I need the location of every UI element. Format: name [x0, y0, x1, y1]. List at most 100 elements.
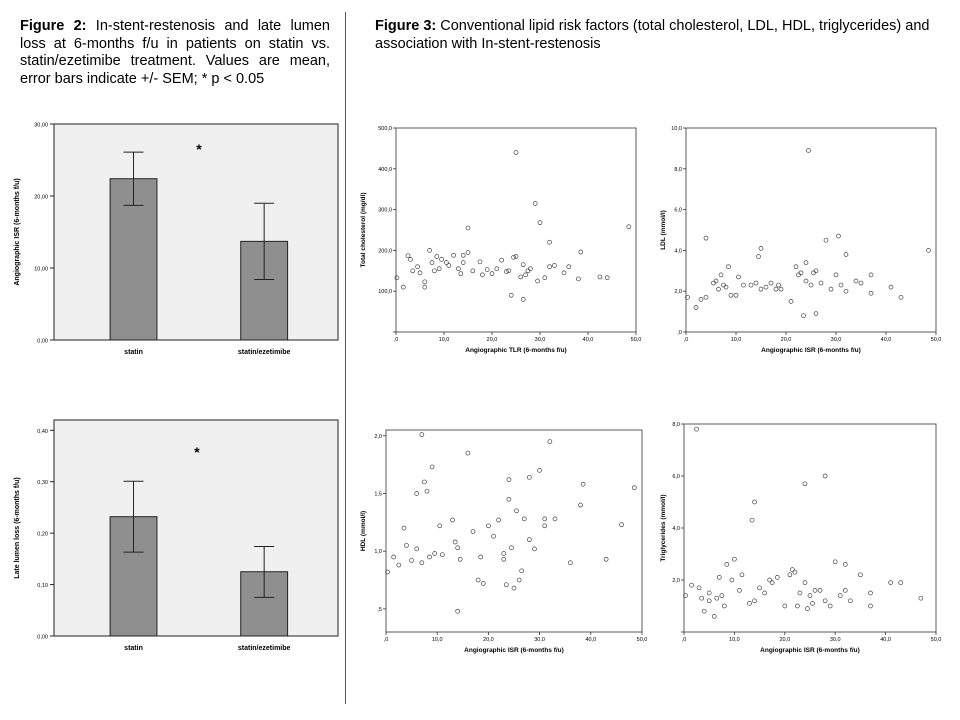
- data-point: [460, 252, 466, 258]
- data-point: [446, 263, 452, 268]
- data-point: [812, 588, 818, 593]
- data-point: [439, 257, 444, 262]
- data-point: [480, 272, 485, 278]
- triglycerides-scatter: ,0 10,0 20,0 30,0 40,0 50,0 2,0 4,0 6,0 8,0 Angiog…: [660, 422, 941, 654]
- figure-3-label: Figure 3:: [375, 18, 437, 34]
- y-tick-label: 0,20: [37, 532, 48, 538]
- data-point: [415, 264, 420, 270]
- data-point: [736, 274, 741, 280]
- data-point: [542, 275, 548, 281]
- y-tick-label: 20,00: [34, 195, 48, 201]
- data-point: [733, 292, 739, 298]
- data-point: [776, 282, 781, 288]
- x-tick-label: 50,0: [931, 337, 942, 343]
- data-point: [513, 150, 519, 155]
- data-point: [537, 220, 543, 226]
- data-point: [437, 523, 443, 529]
- y-tick-label: 1,5: [374, 491, 382, 497]
- y-tick-label: 10,00: [34, 267, 48, 273]
- data-point: [807, 593, 813, 598]
- data-point: [721, 603, 727, 609]
- data-point: [723, 284, 729, 290]
- data-point: [491, 533, 496, 539]
- data-point: [439, 552, 445, 558]
- y-tick-label: 2,0: [674, 289, 682, 295]
- plot-area: [683, 423, 937, 633]
- data-point: [703, 235, 709, 241]
- data-point: [888, 284, 894, 290]
- data-point: [685, 294, 690, 300]
- x-tick-label: 50,0: [631, 337, 642, 343]
- y-axis-label: Total cholesterol (mg/dl): [360, 193, 367, 268]
- data-point: [806, 148, 811, 153]
- x-axis-label: Angiographic ISR (6-months f/u): [760, 647, 860, 654]
- data-point: [414, 546, 420, 552]
- data-point: [762, 590, 767, 596]
- y-tick-label: 6,0: [674, 208, 682, 214]
- hdl-scatter: ,0 10,0 20,0 30,0 40,0 50,0 ,5 1,0 1,5 2,0 Angiogr…: [360, 429, 647, 654]
- data-point: [832, 559, 838, 565]
- data-point: [527, 474, 532, 480]
- data-point: [728, 292, 734, 298]
- data-point: [465, 250, 471, 255]
- data-point: [694, 426, 699, 432]
- total-cholesterol-scatter: ,0 10,0 20,0 30,0 40,0 50,0 100,0 200,0 300,0 400…: [360, 126, 642, 354]
- data-point: [843, 252, 849, 257]
- data-point: [401, 525, 407, 531]
- data-point: [567, 560, 573, 566]
- plot-area: [395, 127, 637, 333]
- data-point: [683, 593, 688, 598]
- data-point: [504, 269, 509, 274]
- data-point: [503, 582, 509, 588]
- data-point: [478, 554, 484, 560]
- data-point: [782, 603, 788, 609]
- data-point: [506, 496, 512, 502]
- data-point: [511, 254, 516, 260]
- data-point: [790, 567, 795, 572]
- data-point: [424, 488, 430, 494]
- data-point: [714, 595, 720, 601]
- data-point: [578, 502, 583, 508]
- data-point: [858, 280, 864, 286]
- data-point: [868, 272, 874, 278]
- data-point: [810, 601, 815, 606]
- data-point: [898, 294, 904, 300]
- data-point: [716, 286, 721, 292]
- data-point: [758, 286, 764, 292]
- data-point: [822, 598, 828, 604]
- data-point: [802, 580, 808, 585]
- data-point: [419, 560, 425, 566]
- data-point: [805, 606, 810, 611]
- data-point: [619, 522, 624, 528]
- data-point: [847, 598, 853, 604]
- x-tick-label: ,0: [394, 337, 399, 343]
- ldl-scatter: ,0 10,0 20,0 30,0 40,0 50,0 ,0 2,0 4,0 6,0 8,0 10,0…: [660, 126, 942, 354]
- data-point: [391, 554, 397, 560]
- x-category-label: statin/ezetimibe: [238, 349, 291, 356]
- data-point: [537, 468, 542, 473]
- y-tick-label: 0,30: [37, 480, 48, 486]
- data-point: [752, 598, 757, 604]
- data-point: [706, 590, 712, 596]
- data-point: [769, 580, 775, 585]
- data-point: [817, 588, 823, 593]
- data-point: [404, 543, 409, 548]
- data-point: [429, 260, 435, 265]
- plot-area: [385, 429, 643, 633]
- data-point: [698, 297, 704, 302]
- data-point: [385, 569, 390, 575]
- data-point: [520, 297, 526, 302]
- data-point: [768, 280, 774, 286]
- x-axis-label: Angiographic TLR (6-months f/u): [465, 347, 566, 354]
- data-point: [535, 278, 540, 284]
- data-point: [724, 562, 730, 567]
- x-tick-label: 30,0: [831, 337, 842, 343]
- data-point: [489, 271, 495, 277]
- data-point: [408, 257, 413, 262]
- data-point: [701, 608, 707, 614]
- figure-2-label: Figure 2:: [20, 18, 87, 34]
- y-axis-label: LDL (mmol/l): [660, 210, 667, 250]
- data-point: [803, 278, 809, 284]
- x-tick-label: 20,0: [487, 337, 498, 343]
- x-tick-label: 40,0: [881, 337, 892, 343]
